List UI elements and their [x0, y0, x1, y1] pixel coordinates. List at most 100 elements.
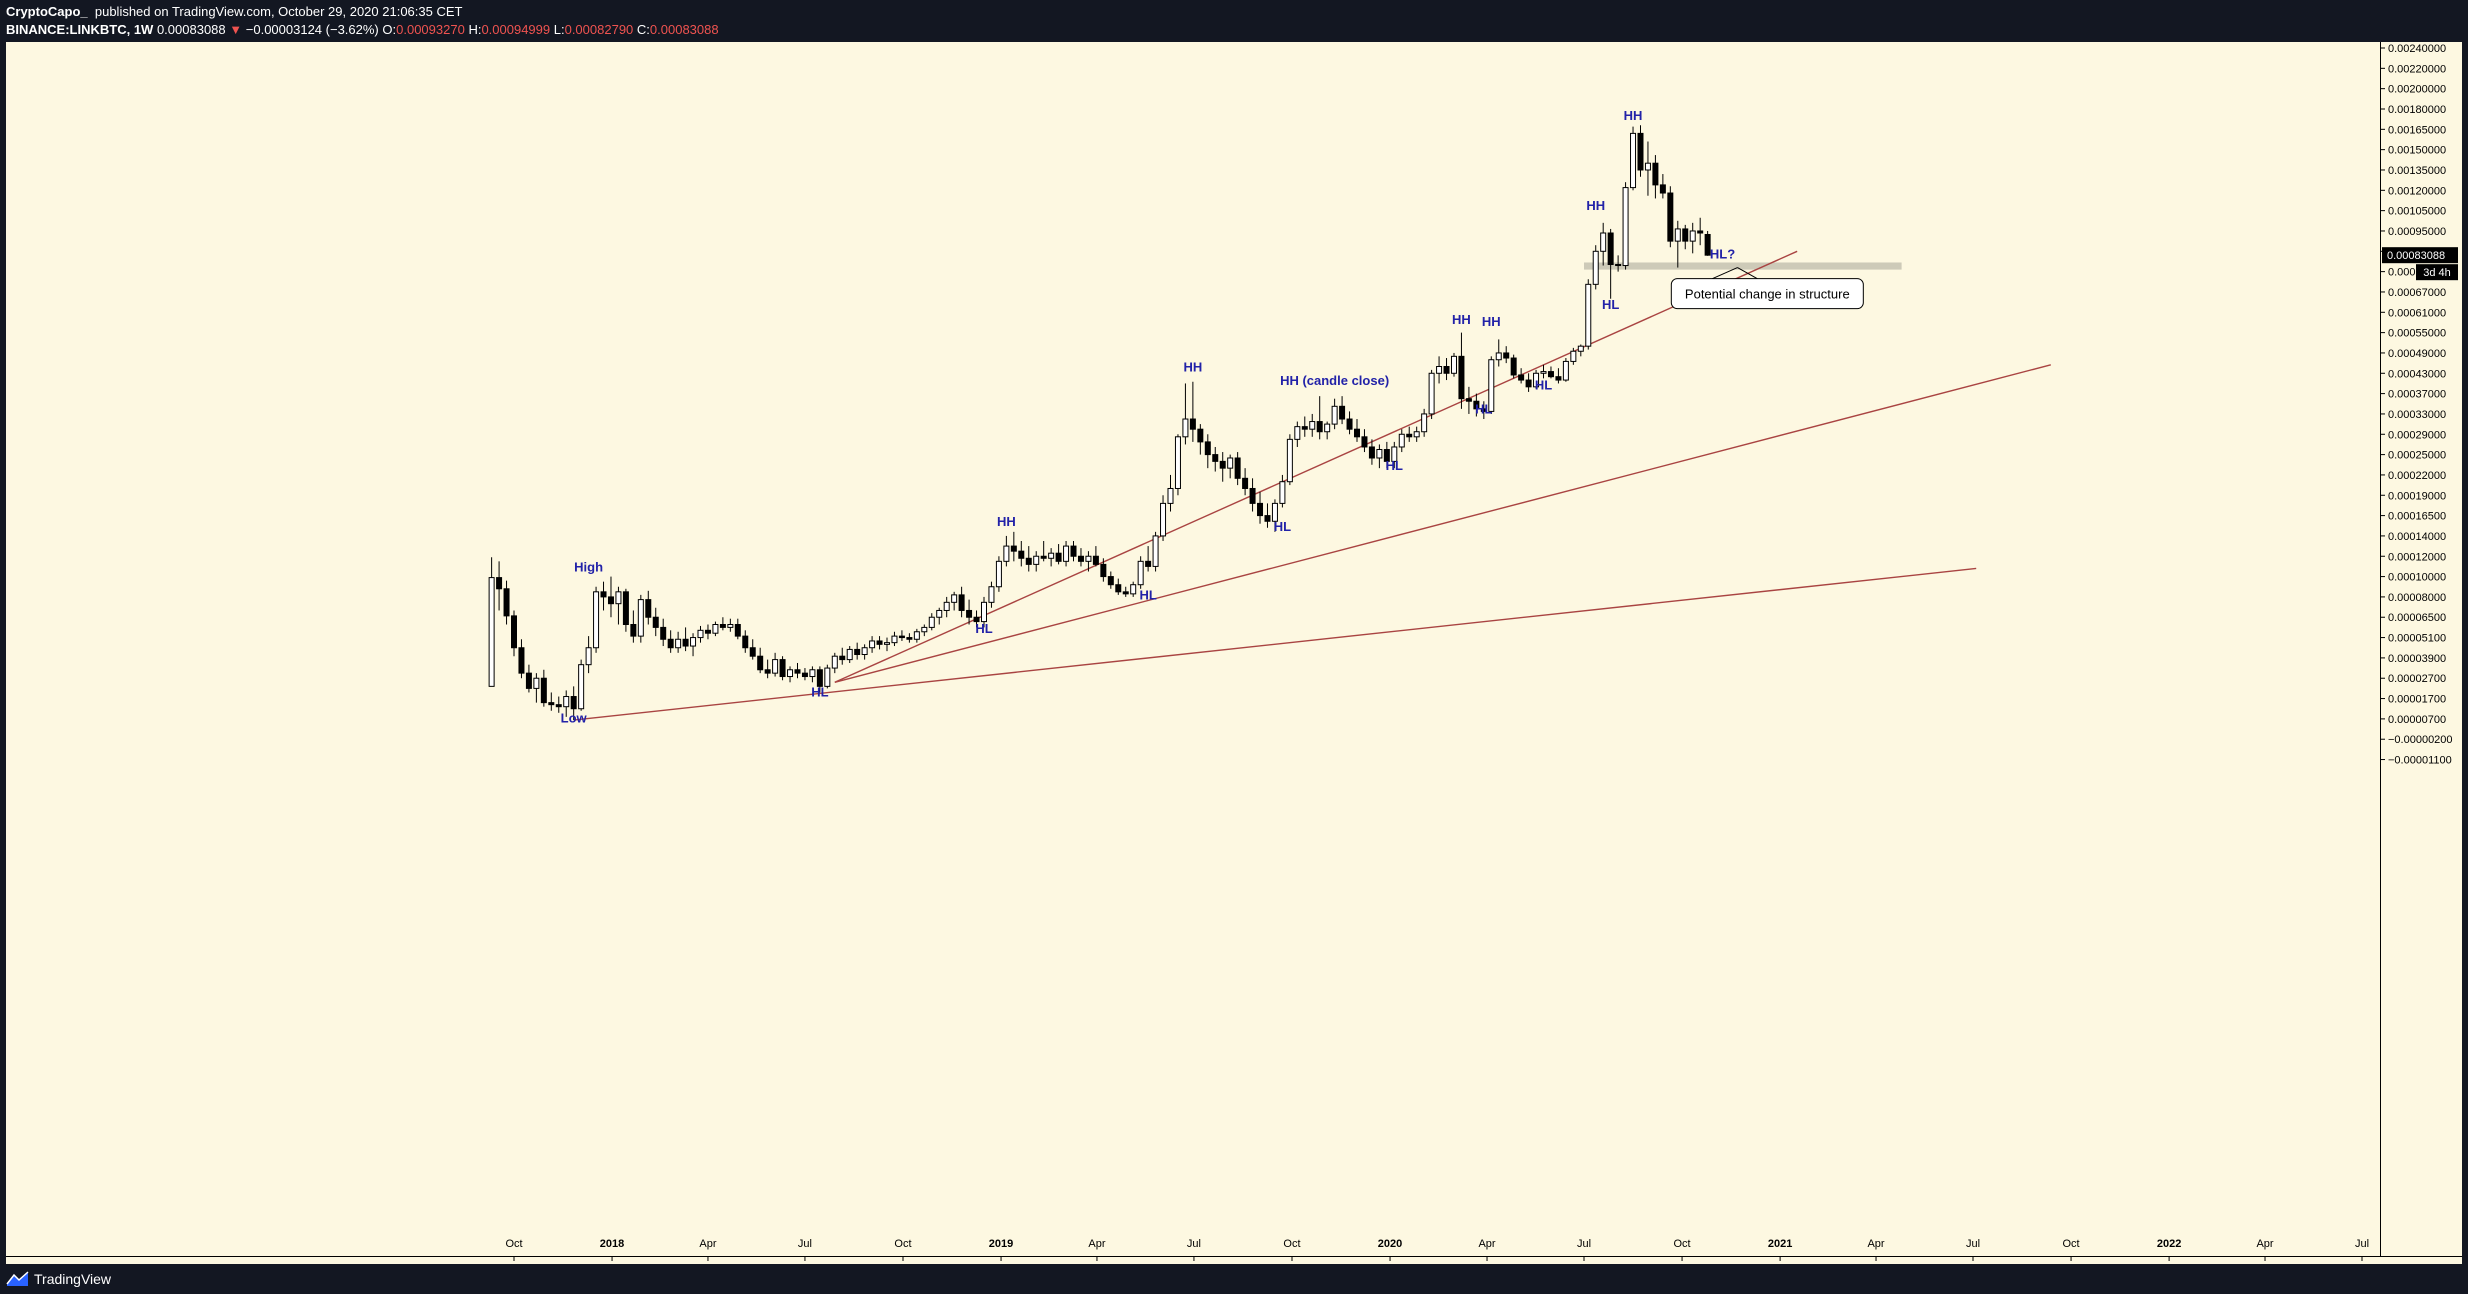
candle[interactable] — [1436, 356, 1443, 384]
candle[interactable] — [846, 646, 853, 663]
candle[interactable] — [1010, 531, 1017, 562]
candle[interactable] — [831, 652, 838, 674]
structure-label[interactable]: HL — [1535, 378, 1552, 393]
author-name[interactable]: CryptoCapo_ — [6, 4, 88, 19]
candle[interactable] — [667, 630, 674, 653]
candle[interactable] — [1637, 125, 1644, 177]
structure-label[interactable]: HH — [1624, 108, 1643, 123]
candle[interactable] — [1212, 446, 1219, 472]
candle[interactable] — [779, 656, 786, 681]
candle[interactable] — [1555, 368, 1562, 384]
candle[interactable] — [1316, 396, 1323, 440]
candle[interactable] — [1324, 421, 1331, 440]
candle[interactable] — [734, 618, 741, 640]
candle[interactable] — [1182, 383, 1189, 445]
candle[interactable] — [1510, 354, 1517, 379]
candle[interactable] — [1682, 224, 1689, 250]
candle[interactable] — [1152, 531, 1159, 572]
candle[interactable] — [1525, 373, 1532, 392]
candle[interactable] — [1339, 396, 1346, 425]
candle[interactable] — [1488, 356, 1495, 414]
candle[interactable] — [1003, 535, 1010, 567]
candle[interactable] — [1197, 424, 1204, 455]
support-zone[interactable] — [1584, 262, 1902, 270]
candle[interactable] — [1204, 434, 1211, 469]
candle[interactable] — [1398, 429, 1405, 453]
candle[interactable] — [1428, 369, 1435, 420]
candle[interactable] — [921, 624, 928, 637]
candle[interactable] — [1473, 393, 1480, 417]
candle[interactable] — [884, 637, 891, 652]
candle[interactable] — [1025, 546, 1032, 572]
candle[interactable] — [1361, 429, 1368, 453]
candle[interactable] — [1644, 141, 1651, 196]
candle[interactable] — [1033, 551, 1040, 572]
candle[interactable] — [1391, 441, 1398, 469]
candle[interactable] — [1115, 578, 1122, 595]
candle[interactable] — [928, 613, 935, 631]
candle[interactable] — [772, 652, 779, 677]
candle[interactable] — [1667, 186, 1674, 248]
candle[interactable] — [1242, 468, 1249, 496]
candle[interactable] — [607, 576, 614, 618]
structure-label[interactable]: HL — [1274, 519, 1291, 534]
structure-label[interactable]: HH — [997, 514, 1016, 529]
candle[interactable] — [1383, 441, 1390, 469]
candle[interactable] — [988, 581, 995, 608]
candle[interactable] — [704, 624, 711, 640]
structure-label[interactable]: HL — [1386, 458, 1403, 473]
candle[interactable] — [1331, 398, 1338, 430]
candle[interactable] — [496, 561, 503, 611]
candle[interactable] — [503, 580, 510, 625]
candle[interactable] — [570, 686, 577, 721]
candle[interactable] — [913, 628, 920, 643]
candle[interactable] — [563, 690, 570, 717]
candle[interactable] — [1450, 352, 1457, 377]
candle[interactable] — [1234, 452, 1241, 486]
candle[interactable] — [1122, 586, 1129, 597]
candle[interactable] — [615, 586, 622, 625]
candle[interactable] — [936, 607, 943, 625]
candle[interactable] — [1465, 386, 1472, 414]
candle[interactable] — [1652, 155, 1659, 199]
trendline-1[interactable] — [834, 250, 1798, 683]
structure-label[interactable]: HH — [1482, 314, 1501, 329]
candle[interactable] — [973, 610, 980, 628]
candle[interactable] — [757, 647, 764, 674]
candle[interactable] — [1279, 474, 1286, 508]
candle[interactable] — [958, 586, 965, 618]
candle[interactable] — [697, 625, 704, 643]
candle[interactable] — [816, 666, 823, 693]
structure-label[interactable]: HH — [1586, 198, 1605, 213]
candle[interactable] — [1674, 220, 1681, 268]
candle[interactable] — [824, 664, 831, 689]
candle[interactable] — [1055, 544, 1062, 565]
candle[interactable] — [1480, 401, 1487, 420]
candle[interactable] — [943, 596, 950, 618]
candle[interactable] — [1697, 217, 1704, 246]
candle[interactable] — [809, 666, 816, 683]
time-axis-background[interactable] — [6, 1256, 2462, 1264]
candle[interactable] — [1376, 444, 1383, 469]
candle[interactable] — [906, 633, 913, 643]
candle[interactable] — [675, 631, 682, 653]
structure-label[interactable]: HL — [811, 685, 828, 700]
candle[interactable] — [1167, 474, 1174, 512]
candle[interactable] — [839, 647, 846, 665]
candle[interactable] — [1346, 411, 1353, 435]
candle[interactable] — [1413, 426, 1420, 442]
candle[interactable] — [980, 596, 987, 628]
structure-label[interactable]: HL — [1602, 297, 1619, 312]
structure-label[interactable]: HL? — [1710, 246, 1735, 261]
candle[interactable] — [1301, 416, 1308, 437]
structure-label[interactable]: HH — [1183, 360, 1202, 375]
candle[interactable] — [1570, 347, 1577, 365]
candle[interactable] — [719, 617, 726, 631]
candle[interactable] — [712, 621, 719, 637]
candle[interactable] — [966, 599, 973, 625]
candle[interactable] — [898, 630, 905, 641]
symbol-interval[interactable]: BINANCE:LINKBTC, 1W — [6, 22, 154, 37]
plot-background[interactable] — [6, 42, 2380, 1256]
candle[interactable] — [1540, 364, 1547, 379]
trendline-2[interactable] — [834, 364, 2051, 683]
